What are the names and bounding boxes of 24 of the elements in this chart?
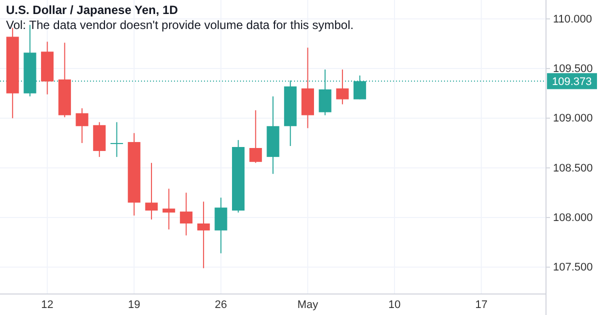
- candlestick: [214, 197, 228, 254]
- chart-title: U.S. Dollar / Japanese Yen, 1D: [6, 3, 178, 17]
- y-tick-label: 109.000: [553, 112, 593, 125]
- ref-line-label: 109.373: [552, 76, 592, 88]
- candlestick: [76, 108, 88, 144]
- x-tick-label: 26: [214, 298, 228, 311]
- candlestick: [145, 162, 158, 220]
- y-tick-label: 109.500: [553, 63, 593, 76]
- y-tick-label: 108.000: [553, 212, 593, 224]
- candlestick: [249, 110, 262, 164]
- candlestick: [110, 122, 124, 158]
- y-tick-label: 107.500: [553, 262, 593, 274]
- candlestick: [336, 69, 349, 105]
- y-tick-label: 110.000: [553, 13, 592, 26]
- y-tick-label: 108.500: [553, 162, 593, 174]
- annotation: Vol: The data vendor doesn't provide volume data for this symbol.: [6, 18, 354, 32]
- candlestick: [197, 201, 210, 269]
- x-tick-label: 17: [475, 298, 488, 311]
- x-tick-label: 19: [128, 298, 140, 311]
- x-tick-label: May: [297, 298, 319, 311]
- candlestick: [162, 188, 176, 230]
- candlestick: [180, 192, 192, 236]
- x-tick-label: 10: [388, 298, 401, 311]
- x-tick-label: 12: [41, 298, 54, 311]
